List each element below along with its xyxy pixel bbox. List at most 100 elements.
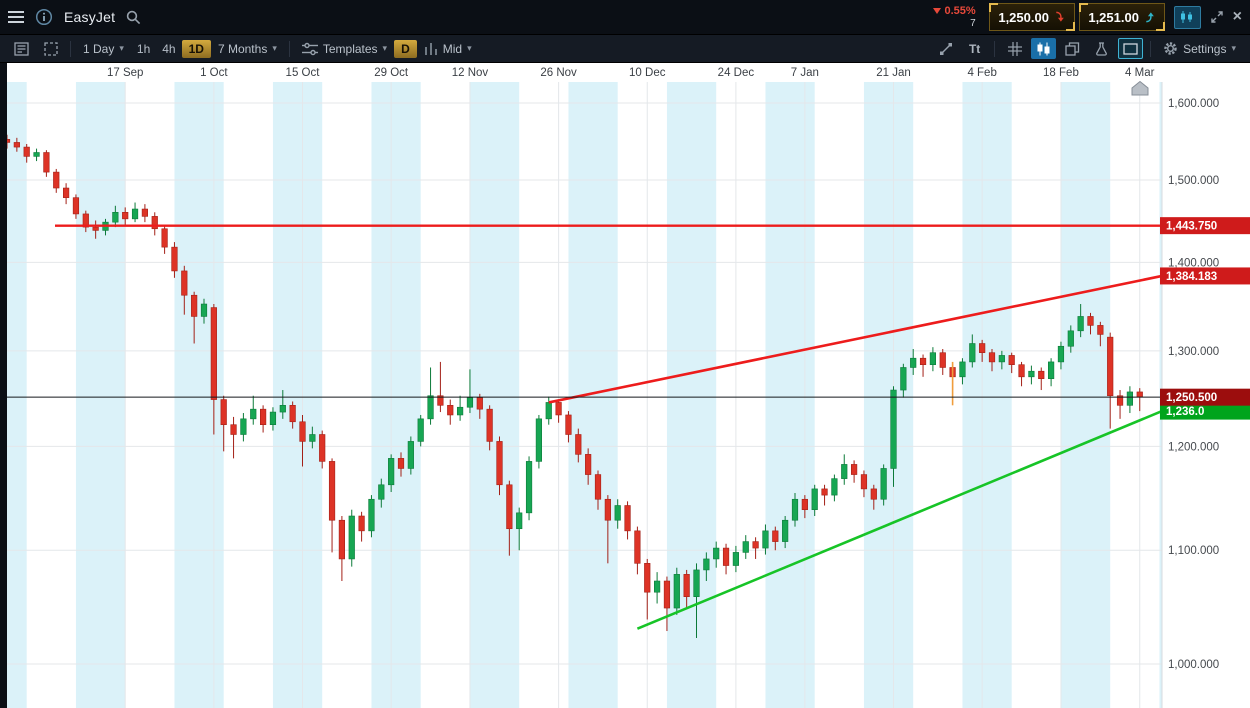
candle-body (1008, 355, 1015, 365)
candle-body (210, 307, 217, 400)
timeframe-1h-button[interactable]: 1h (136, 41, 151, 56)
candle-body (191, 294, 198, 317)
date-axis[interactable]: 17 Sep 1 Oct 15 Oct 29 Oct 12 Nov 26 Nov 10 De… (107, 67, 1155, 79)
compare-overlay-icon[interactable] (1060, 38, 1085, 59)
candle-body (604, 498, 611, 521)
menu-icon[interactable] (8, 11, 24, 23)
candle-body (663, 580, 671, 609)
sell-button[interactable]: 1,250.00 (988, 3, 1075, 31)
search-icon[interactable] (126, 10, 141, 25)
candle-body (1077, 316, 1084, 332)
price-axis[interactable]: 1,600.000 1,500.000 1,400.000 1,300.000 1,20… (1168, 98, 1219, 671)
candle-body (791, 498, 799, 521)
candle-body (782, 519, 789, 542)
draw-line-tool-icon[interactable] (933, 38, 958, 59)
candle-body (673, 574, 680, 609)
indicators-flask-icon[interactable] (1089, 38, 1114, 59)
change-block: 0.55% 7 (933, 5, 976, 29)
separator (994, 40, 996, 57)
candle-body (732, 552, 739, 566)
y-axis-label: 1,100.000 (1168, 545, 1219, 557)
candle-body (476, 397, 483, 410)
candle-body (998, 355, 1005, 363)
grid-toggle-icon[interactable] (1002, 38, 1027, 59)
separator (70, 40, 71, 57)
resistance-price-tag[interactable] (1160, 217, 1250, 235)
trendline-price-tag[interactable] (1160, 267, 1250, 285)
candle-body (53, 171, 60, 189)
candle-body (1087, 316, 1094, 326)
candle-body (23, 146, 30, 157)
candle-body (1048, 361, 1055, 380)
candle-body (181, 270, 188, 296)
support-price-tag[interactable] (1160, 402, 1250, 420)
week-bands (7, 82, 1162, 708)
mini-chart-button[interactable] (1173, 5, 1201, 29)
templates-dropdown[interactable]: Templates ▾ (295, 39, 394, 59)
candle-body (368, 498, 375, 532)
y-axis-label: 1,600.000 (1168, 98, 1219, 110)
candle-body (653, 580, 661, 593)
candle-body (319, 434, 326, 462)
chevron-down-icon: ▾ (119, 43, 124, 53)
current-price-tag[interactable] (1160, 388, 1250, 406)
price-type-dropdown[interactable]: Mid ▾ (417, 39, 479, 59)
timeframe-4h-button[interactable]: 4h (162, 41, 176, 56)
support-trendline[interactable] (636, 409, 1163, 630)
range-dropdown[interactable]: 7 Months ▾ (211, 39, 284, 59)
box-select-tool-icon[interactable] (1118, 38, 1144, 59)
y-axis-label: 1,500.000 (1168, 175, 1219, 187)
candle-body (1097, 325, 1104, 335)
candle-body (870, 488, 877, 500)
candle-body (200, 303, 208, 317)
candle-body (988, 352, 996, 363)
chart-toolbar: 1 Day ▾ 1h 4h 1D 7 Months ▾ Templates ▾ … (0, 35, 1250, 63)
info-icon[interactable] (35, 8, 53, 26)
change-percent: 0.55% (933, 5, 976, 18)
candle-body (565, 414, 572, 435)
candlestick-type-icon[interactable] (1031, 38, 1057, 59)
chart-home-marker-icon[interactable] (1131, 80, 1149, 96)
x-axis-label: 26 Nov (540, 67, 577, 79)
price-tags[interactable]: 1,443.750 1,384.183 1,236.0 1,250.500 (1160, 217, 1250, 420)
spread-value: 7 (970, 17, 976, 29)
candle-body (171, 246, 178, 272)
layout-grid-icon[interactable] (38, 38, 63, 59)
gold-corner (1065, 22, 1075, 31)
candle-body (13, 142, 20, 148)
candle-body (447, 405, 454, 416)
period-dropdown[interactable]: 1 Day ▾ (76, 39, 131, 59)
chart-region: 1,600.000 1,500.000 1,400.000 1,300.000 1,20… (0, 63, 1250, 708)
bars-icon (424, 42, 438, 55)
expand-icon[interactable] (1210, 10, 1224, 24)
y-axis-label: 1,200.000 (1168, 441, 1219, 453)
buy-button[interactable]: 1,251.00 (1078, 3, 1165, 31)
trendline-price-tag-label: 1,384.183 (1166, 271, 1217, 283)
candle-body (811, 488, 818, 510)
candle-body (259, 408, 267, 425)
timeframe-1d-button[interactable]: 1D (181, 39, 211, 58)
resistance-trendline[interactable] (548, 274, 1163, 404)
price-chart[interactable]: 1,600.000 1,500.000 1,400.000 1,300.000 1,20… (0, 63, 1250, 708)
text-tool-icon[interactable]: Tt (968, 41, 981, 56)
candle-body (72, 197, 80, 215)
templates-label: Templates (322, 41, 378, 56)
settings-dropdown[interactable]: Settings ▾ (1156, 38, 1243, 59)
candle-body (309, 434, 316, 442)
trendlines[interactable] (7, 224, 1163, 630)
x-axis-label: 21 Jan (876, 67, 911, 79)
candle-body (890, 389, 897, 469)
chevron-down-icon: ▾ (1231, 43, 1236, 53)
candle-body (821, 488, 828, 496)
range-value: 7 Months (217, 41, 268, 56)
candle-body (713, 547, 720, 560)
candle-body (979, 343, 986, 353)
candle-body (131, 208, 139, 220)
x-axis-label: 29 Oct (374, 67, 409, 79)
support-price-tag-label: 1,236.0 (1166, 406, 1204, 418)
order-panel-icon[interactable] (9, 38, 34, 59)
granularity-button[interactable]: D (394, 39, 417, 58)
candle-body (624, 505, 631, 532)
candle-body (220, 399, 227, 425)
candle-body (535, 418, 542, 462)
